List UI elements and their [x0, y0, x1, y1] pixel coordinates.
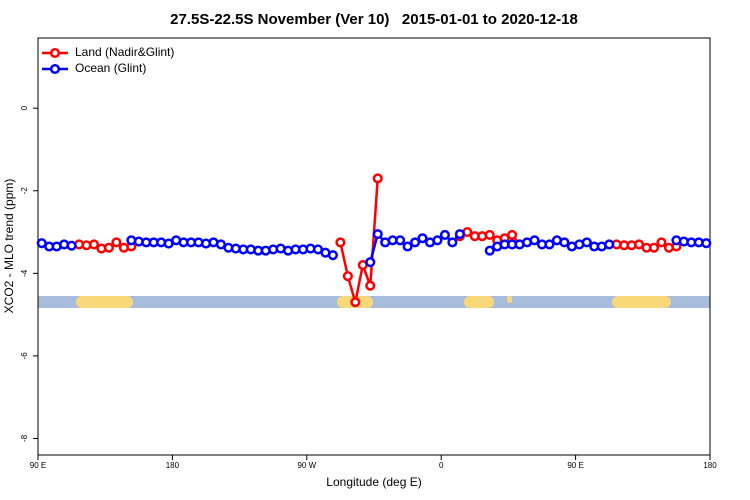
x-tick-label: 0 — [439, 461, 444, 470]
point — [103, 242, 114, 253]
legend-label: Ocean (Glint) — [75, 61, 146, 75]
x-tick-label: 180 — [703, 461, 717, 470]
legend-marker — [49, 47, 61, 59]
land-patch — [76, 296, 133, 308]
point — [484, 245, 495, 256]
point — [701, 238, 712, 249]
y-tick-label: -6 — [20, 352, 29, 360]
point — [335, 237, 346, 248]
point — [365, 257, 376, 268]
point — [447, 237, 458, 248]
point — [372, 229, 383, 240]
point — [656, 237, 667, 248]
point — [327, 250, 338, 261]
point — [507, 229, 518, 240]
x-tick-label: 180 — [166, 461, 180, 470]
point — [395, 235, 406, 246]
x-axis-label: Longitude (deg E) — [326, 475, 421, 489]
land-patch — [612, 296, 671, 308]
ocean-band — [38, 296, 710, 308]
point — [439, 229, 450, 240]
point — [454, 229, 465, 240]
point — [88, 239, 100, 250]
y-tick-label: -2 — [20, 187, 29, 195]
point — [648, 242, 660, 253]
chart-title: 27.5S-22.5S November (Ver 10) 2015-01-01… — [170, 11, 578, 28]
point — [402, 241, 413, 252]
x-tick-label: 90 W — [297, 461, 316, 470]
point — [432, 235, 443, 246]
y-tick-label: -4 — [20, 269, 29, 277]
y-axis-label: XCO2 - MLO trend (ppm) — [2, 179, 16, 314]
land-band — [38, 296, 710, 308]
y-tick-label: -8 — [20, 434, 29, 442]
point — [581, 237, 592, 248]
point — [372, 173, 383, 184]
point — [350, 297, 361, 308]
point — [111, 237, 122, 248]
point — [484, 229, 495, 240]
point — [544, 239, 555, 250]
legend-marker — [49, 63, 61, 75]
point — [417, 233, 428, 244]
land-patch — [507, 296, 512, 303]
point — [342, 271, 353, 282]
x-tick-label: 90 E — [30, 461, 46, 470]
legend-label: Land (Nadir&Glint) — [75, 45, 174, 59]
point — [559, 237, 570, 248]
point — [529, 235, 540, 246]
x-tick-label: 90 E — [567, 461, 583, 470]
y-tick-label: 0 — [20, 105, 29, 110]
point — [365, 280, 376, 291]
point — [604, 239, 615, 250]
point — [66, 240, 77, 251]
land-patch — [464, 296, 494, 308]
point — [410, 237, 421, 248]
